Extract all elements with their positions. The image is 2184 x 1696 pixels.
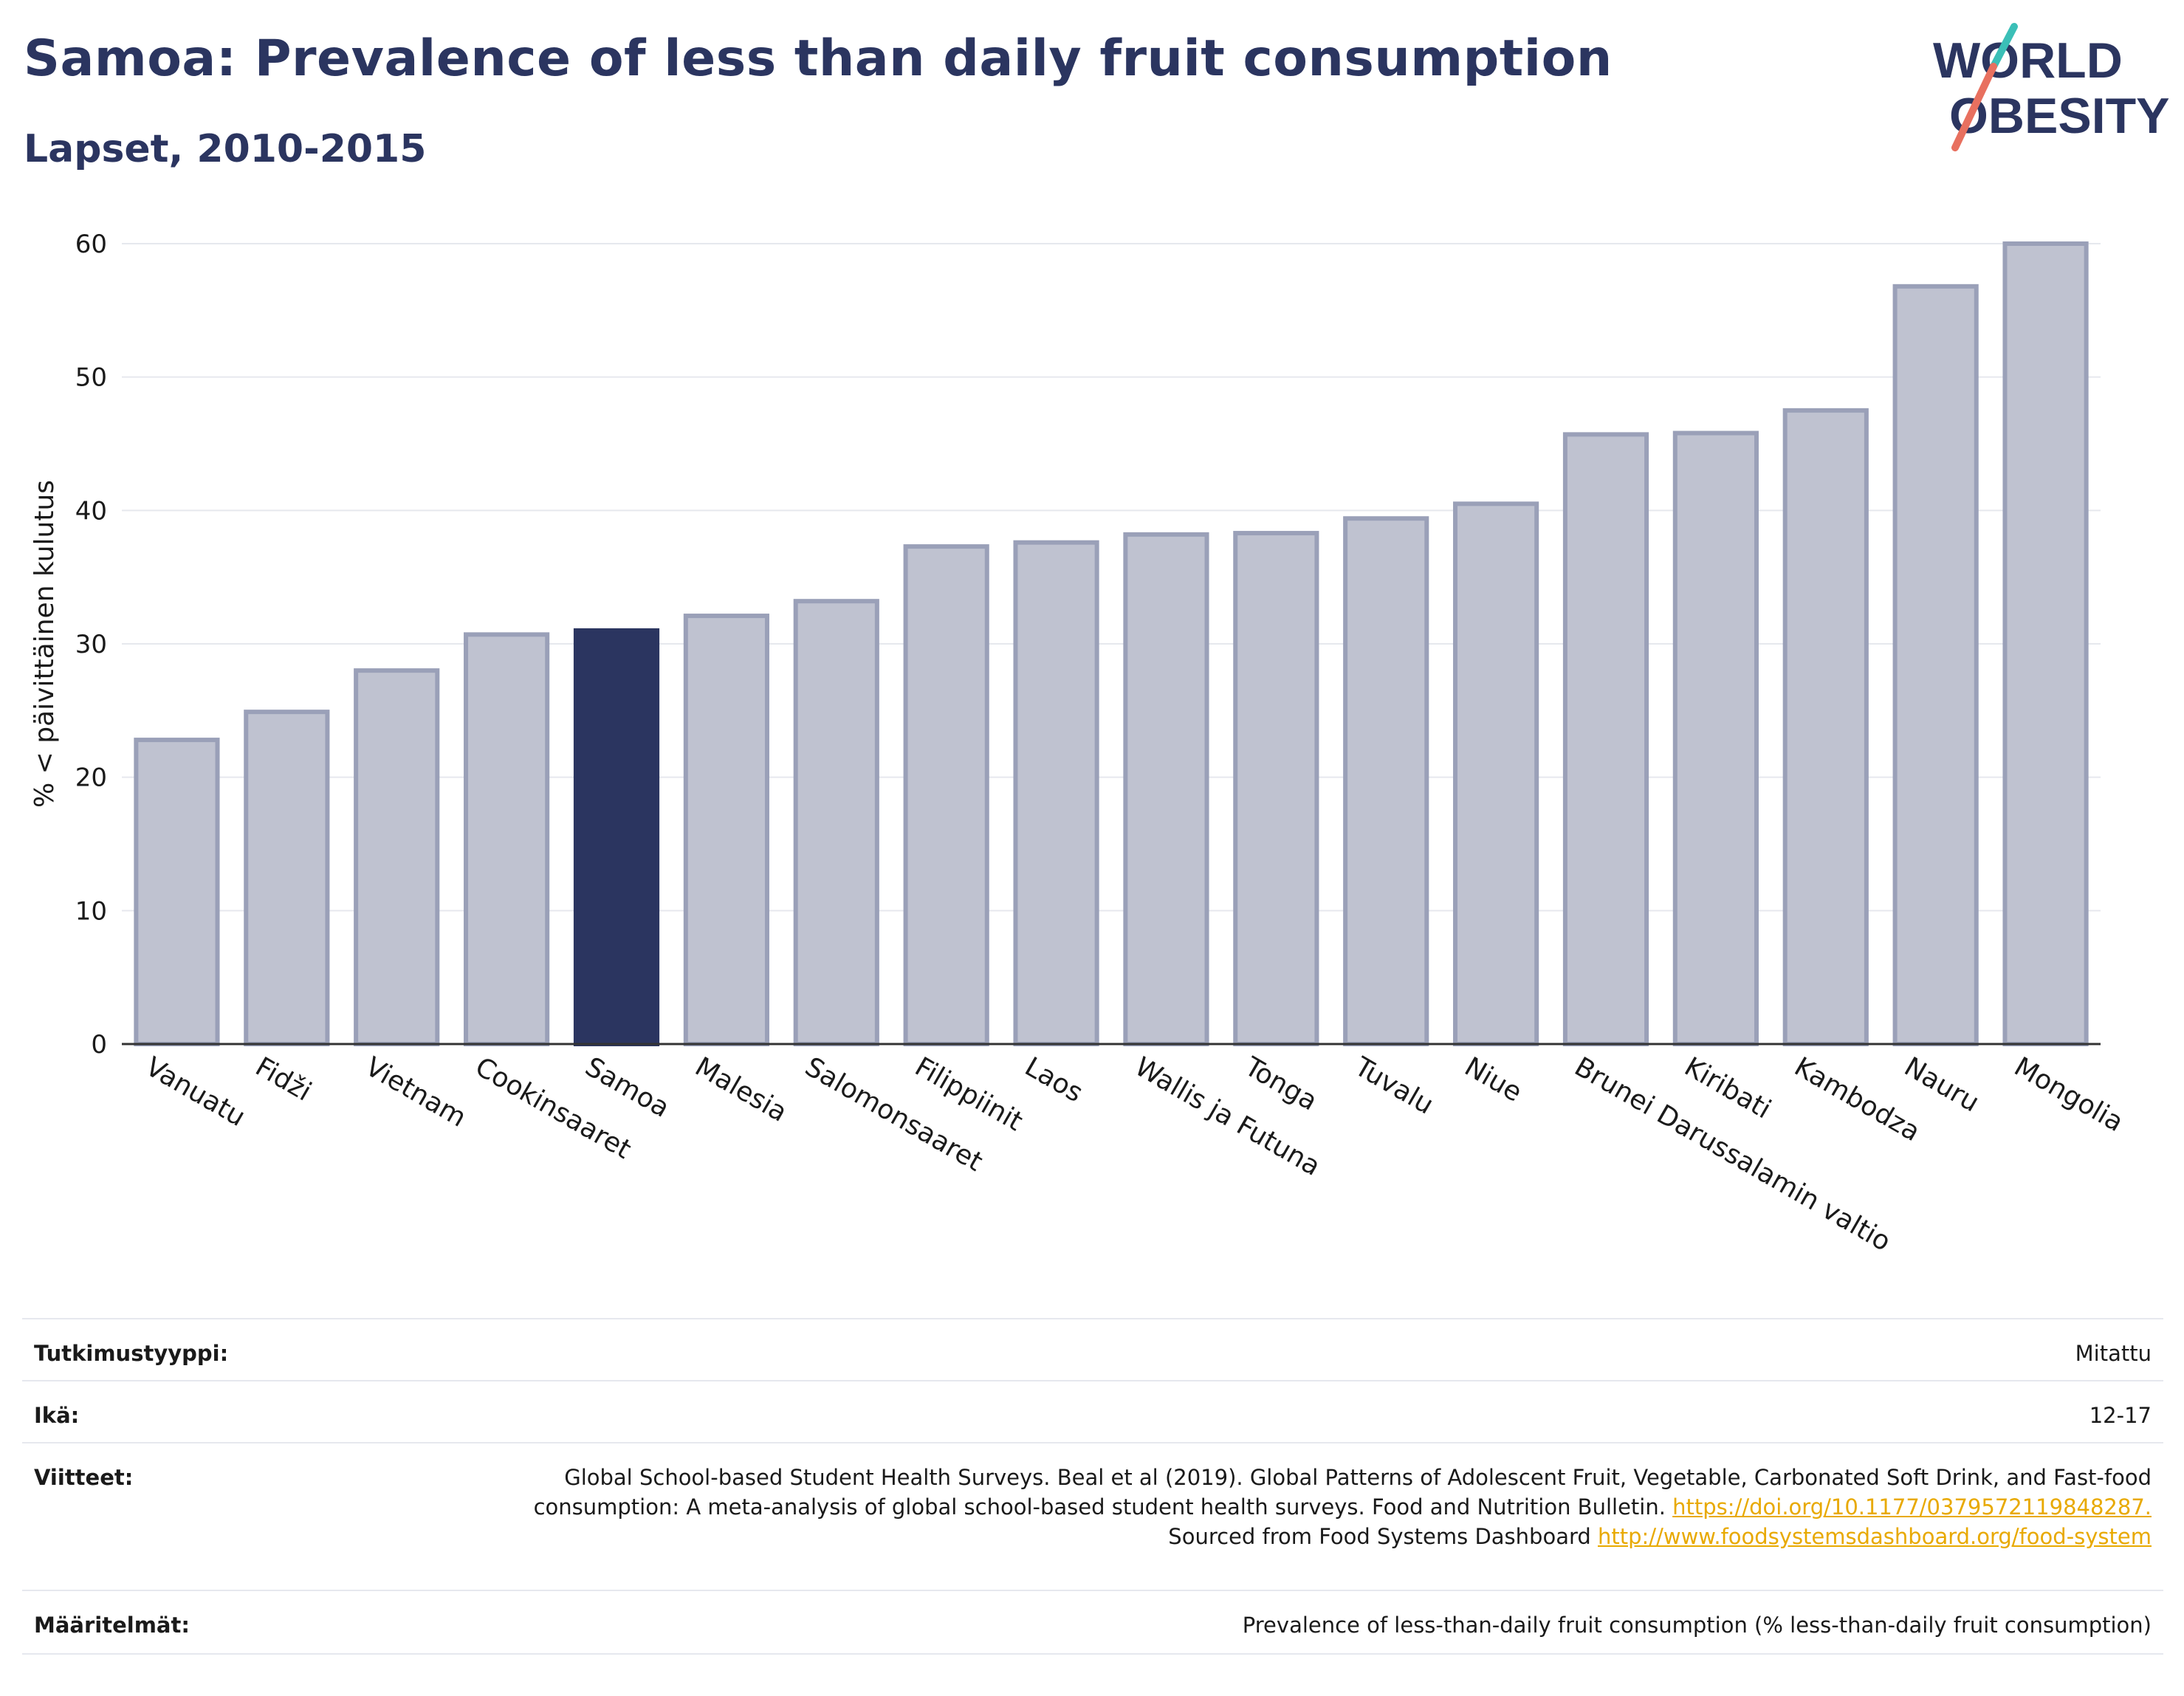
bar-mongolia (2002, 241, 2089, 1046)
study-type-value: Mitattu (2075, 1341, 2152, 1366)
y-tick-label: 10 (75, 896, 107, 926)
y-tick-label: 40 (75, 496, 107, 526)
x-tick-label: Tonga (1239, 1051, 1322, 1117)
references-value: Global School-based Student Health Surve… (453, 1463, 2152, 1551)
bar-kiribati (1672, 430, 1759, 1046)
study-type-label: Tutkimustyyppi: (34, 1341, 229, 1366)
bar-laos (1013, 540, 1099, 1046)
world-obesity-logo: WORLD OBESITY (1933, 23, 2170, 151)
doi-link[interactable]: https://doi.org/10.1177/0379572119848287… (1672, 1494, 2152, 1520)
bar-kambodza (1782, 408, 1869, 1046)
age-label: Ikä: (34, 1403, 80, 1428)
x-tick-label: Tuvalu (1349, 1051, 1438, 1121)
bar-niue (1453, 501, 1539, 1046)
references-source-text: Sourced from Food Systems Dashboard (1168, 1524, 1591, 1549)
y-tick-label: 0 (91, 1030, 107, 1060)
y-axis-label: % < päivittäinen kulutus (30, 480, 60, 808)
x-tick-label: Wallis ja Futuna (1130, 1051, 1325, 1182)
x-tick-label: Salomonsaaret (800, 1051, 987, 1178)
references-text: Global School-based Student Health Surve… (533, 1465, 2152, 1520)
x-tick-label: Laos (1020, 1051, 1088, 1108)
bar-samoa (573, 628, 660, 1046)
y-tick-label: 30 (75, 630, 107, 659)
x-tick-label: Samoa (580, 1051, 675, 1124)
x-tick-label: Niue (1460, 1051, 1527, 1108)
x-tick-label: Fidži (250, 1051, 317, 1107)
x-tick-label: Vietnam (360, 1051, 471, 1133)
x-tick-label: Nauru (1899, 1051, 1984, 1118)
logo-slash-coral (1951, 63, 1997, 151)
chart-subtitle: Lapset, 2010-2015 (24, 127, 427, 171)
bar-fid-i (244, 710, 330, 1046)
definitions-label: Määritelmät: (34, 1613, 190, 1638)
bar-vietnam (354, 668, 440, 1047)
bar-cookinsaaret (464, 632, 550, 1046)
x-tick-label: Vanuatu (140, 1051, 250, 1133)
logo-word-world: WORLD (1933, 32, 2123, 89)
food-systems-link[interactable]: http://www.foodsystemsdashboard.org/food… (1598, 1524, 2152, 1549)
x-tick-label: Malesia (690, 1051, 791, 1128)
bar-malesia (683, 614, 769, 1046)
x-tick-label: Mongolia (2009, 1051, 2129, 1138)
definitions-value: Prevalence of less-than-daily fruit cons… (1242, 1613, 2152, 1638)
bar-nauru (1892, 284, 1979, 1046)
info-row-age: Ikä: 12-17 (22, 1380, 2163, 1442)
x-tick-label: Kambodza (1789, 1051, 1925, 1147)
info-row-definitions: Määritelmät: Prevalence of less-than-dai… (22, 1590, 2163, 1655)
info-row-study-type: Tutkimustyyppi: Mitattu (22, 1318, 2163, 1380)
bar-vanuatu (134, 738, 220, 1047)
bar-wallis-ja-futuna (1123, 532, 1209, 1046)
y-tick-label: 60 (75, 230, 107, 259)
bars (134, 241, 2089, 1047)
y-tick-label: 20 (75, 763, 107, 793)
references-label: Viitteet: (34, 1465, 134, 1490)
y-tick-label: 50 (75, 363, 107, 393)
logo-word-obesity: OBESITY (1949, 88, 2170, 144)
age-value: 12-17 (2089, 1403, 2152, 1428)
bar-brunei-darussalamin-valtio (1562, 432, 1649, 1046)
bar-salomonsaaret (793, 599, 879, 1046)
bar-tonga (1233, 531, 1319, 1046)
bar-filippiinit (903, 544, 989, 1046)
info-row-references: Viitteet: Global School-based Student He… (22, 1442, 2163, 1590)
chart-title: Samoa: Prevalence of less than daily fru… (24, 30, 1613, 88)
logo-slash-teal (1990, 23, 2018, 70)
y-tick-labels: 0 10 20 30 40 50 60 (75, 230, 107, 1060)
bar-tuvalu (1343, 516, 1429, 1046)
info-table: Tutkimustyyppi: Mitattu Ikä: 12-17 Viitt… (22, 1318, 2163, 1655)
